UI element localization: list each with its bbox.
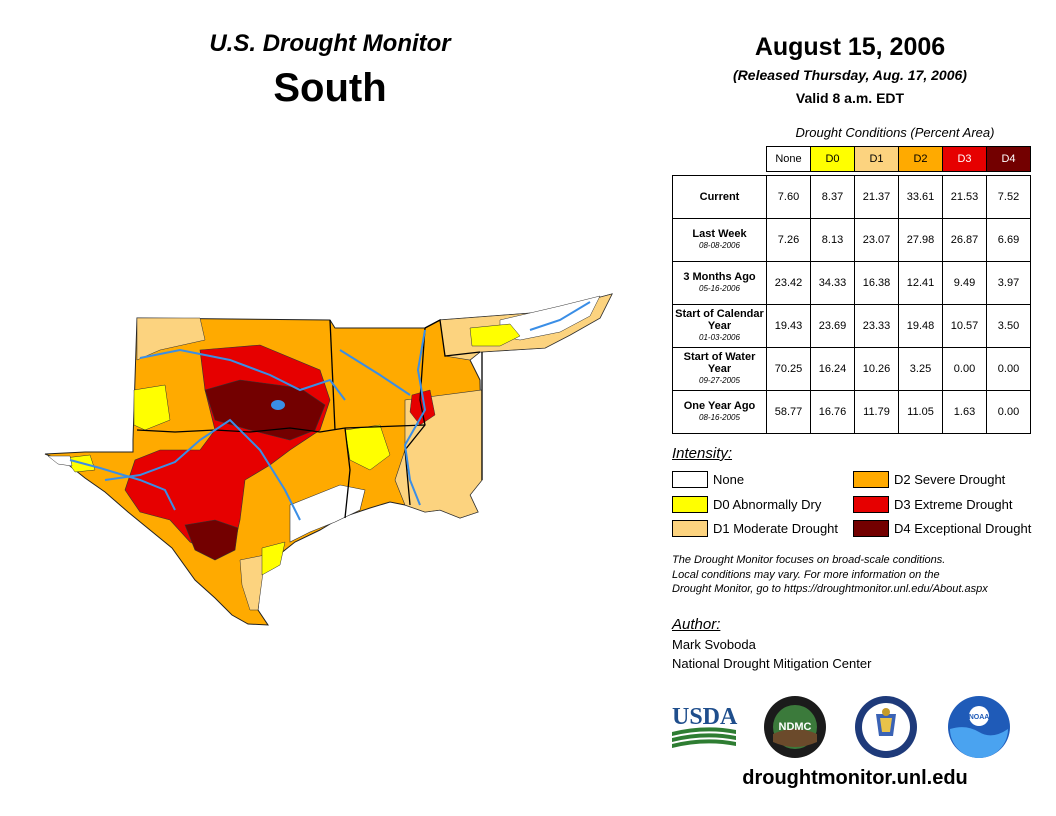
noaa-logo[interactable]: NOAA xyxy=(946,694,1012,760)
d0-south-coast xyxy=(261,541,286,576)
legend-swatch-d4 xyxy=(853,520,889,537)
mississippi-river xyxy=(403,329,427,506)
map-date: August 15, 2006 xyxy=(754,33,946,61)
brazos-river xyxy=(104,418,301,521)
table-row-current: Current 7.60 8.37 21.37 33.61 21.53 7.52 xyxy=(672,175,1031,219)
region-title: South xyxy=(273,66,387,110)
lake-texoma xyxy=(271,400,285,410)
legend-title: Intensity: xyxy=(672,445,733,462)
author-org: National Drought Mitigation Center xyxy=(672,656,872,671)
legend-item-d3: D3 Extreme Drought xyxy=(853,496,1013,513)
ok-tx-border xyxy=(136,427,346,433)
svg-text:NDMC: NDMC xyxy=(779,721,812,733)
col-d1: D1 xyxy=(854,146,899,172)
legend-swatch-d3 xyxy=(853,496,889,513)
ok-ar-border xyxy=(329,319,336,431)
legend-item-d0: D0 Abnormally Dry xyxy=(672,496,821,513)
col-d3: D3 xyxy=(942,146,987,172)
tx-la-border xyxy=(344,427,351,519)
tennessee-d0 xyxy=(469,323,521,347)
col-d4: D4 xyxy=(986,146,1031,172)
usda-logo[interactable]: USDA xyxy=(672,700,738,750)
legend-item-d2: D2 Severe Drought xyxy=(853,471,1005,488)
red-river xyxy=(139,348,346,401)
tn-border xyxy=(424,318,481,357)
author-title: Author: xyxy=(672,616,721,633)
col-d0: D0 xyxy=(810,146,855,172)
ar-la-border xyxy=(344,424,426,429)
svg-text:USDA: USDA xyxy=(672,704,738,730)
rio-grande xyxy=(69,459,176,511)
legend-item-none: None xyxy=(672,471,744,488)
none-tx-coast xyxy=(289,484,366,543)
col-d2: D2 xyxy=(898,146,943,172)
d3-arkansas xyxy=(409,389,436,426)
map-title: U.S. Drought Monitor xyxy=(209,30,451,57)
legend-swatch-none xyxy=(672,471,708,488)
legend-swatch-d2 xyxy=(853,471,889,488)
ar-ms-river xyxy=(404,327,426,506)
table-row-one-year-ago: One Year Ago 08-16-2005 58.77 16.76 11.79… xyxy=(672,390,1031,434)
legend-swatch-d1 xyxy=(672,520,708,537)
table-row-3-months-ago: 3 Months Ago 05-16-2006 23.42 34.33 16.38… xyxy=(672,261,1031,305)
d4-south-tx xyxy=(184,519,239,561)
release-date: (Released Thursday, Aug. 17, 2006) xyxy=(733,67,967,83)
table-header-row: None D0 D1 D2 D3 D4 xyxy=(673,146,1031,172)
valid-time: Valid 8 a.m. EDT xyxy=(795,90,905,106)
site-url[interactable]: droughtmonitor.unl.edu xyxy=(742,767,968,789)
ok-panhandle-d1 xyxy=(136,317,206,361)
doc-seal-logo[interactable] xyxy=(853,694,919,760)
table-row-last-week: Last Week 08-08-2006 7.26 8.13 23.07 27.9… xyxy=(672,218,1031,262)
tennessee-river xyxy=(529,301,591,331)
col-none: None xyxy=(766,146,811,172)
table-row-start-calendar-year: Start of Calendar Year 01-03-2006 19.43 2… xyxy=(672,304,1031,348)
table-caption: Drought Conditions (Percent Area) xyxy=(795,125,995,140)
legend-swatch-d0 xyxy=(672,496,708,513)
d0-east-tx xyxy=(344,424,391,471)
arkansas-river xyxy=(339,349,411,396)
disclaimer-note: The Drought Monitor focuses on broad-sca… xyxy=(672,553,1052,597)
legend-item-d1: D1 Moderate Drought xyxy=(672,520,838,537)
none-west-tx xyxy=(47,455,73,467)
drought-map xyxy=(44,293,613,626)
d0-west-ok xyxy=(133,384,171,431)
author-name: Mark Svoboda xyxy=(672,637,756,652)
ms-la-d1 xyxy=(394,389,483,519)
legend-item-d4: D4 Exceptional Drought xyxy=(853,520,1031,537)
svg-text:NOAA: NOAA xyxy=(969,714,990,721)
drought-conditions-table: None D0 D1 D2 D3 D4 Current 7.60 8.37 21… xyxy=(672,146,1031,434)
table-row-start-water-year: Start of Water Year 09-27-2005 70.25 16.2… xyxy=(672,347,1031,391)
about-link[interactable]: Drought Monitor, go to https://droughtmo… xyxy=(672,583,988,595)
ndmc-logo[interactable]: NDMC xyxy=(762,694,828,760)
